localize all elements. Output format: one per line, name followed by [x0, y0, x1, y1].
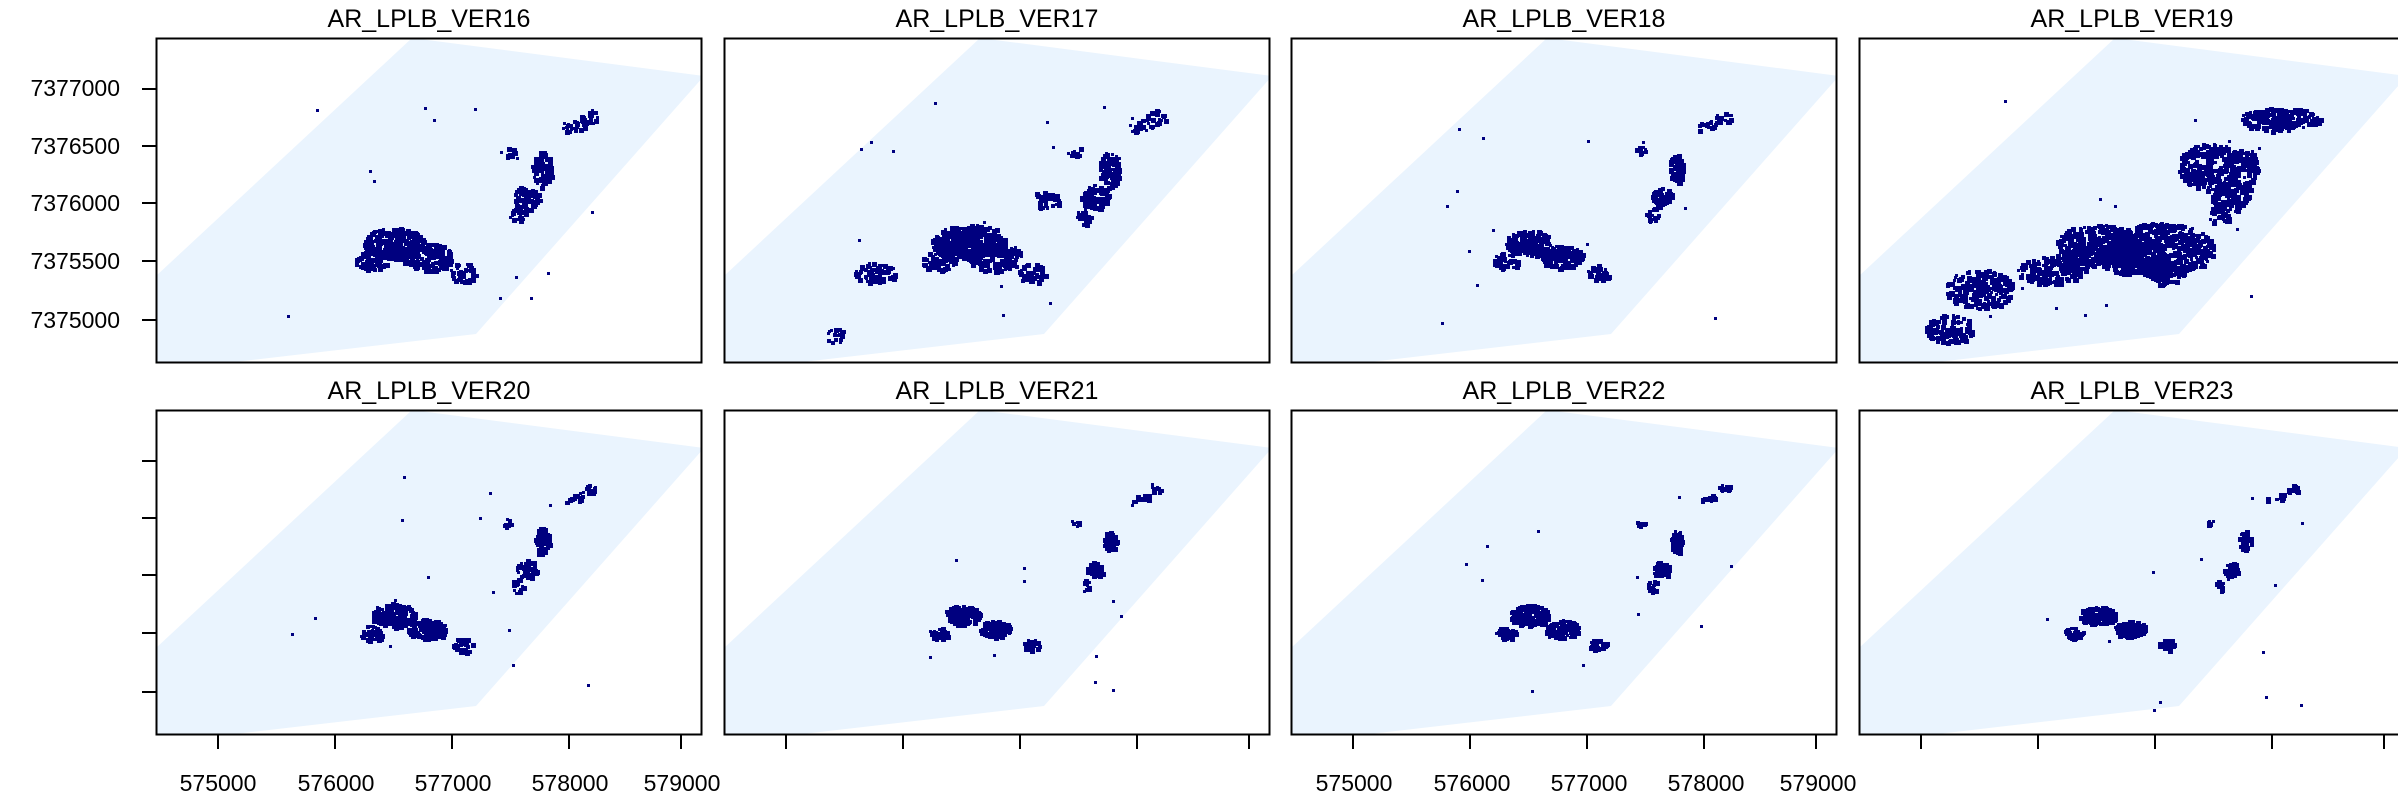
y-tick-label: 7375000 — [30, 307, 120, 333]
panel-frame — [1858, 37, 2398, 364]
classified-pixels — [2046, 484, 2304, 712]
y-tick-label: 7376500 — [30, 133, 120, 159]
x-tick-label: 578000 — [1667, 770, 1745, 796]
x-tick-label: 577000 — [1550, 770, 1628, 796]
map-panel-ver16 — [155, 37, 703, 364]
panel-frame — [1290, 37, 1838, 364]
x-tick-label: 575000 — [1315, 770, 1393, 796]
map-panel-ver18 — [1290, 37, 1838, 364]
study-area-polygon — [156, 410, 702, 735]
panel-title-ver16: AR_LPLB_VER16 — [327, 5, 531, 33]
classified-pixels — [929, 483, 1164, 692]
panel-title-ver20: AR_LPLB_VER20 — [327, 377, 531, 405]
x-tick-label: 579000 — [1779, 770, 1857, 796]
panel-title-ver23: AR_LPLB_VER23 — [2030, 377, 2234, 405]
x-tick-label: 577000 — [414, 770, 492, 796]
study-area-polygon — [1291, 410, 1837, 735]
map-panel-ver21 — [723, 409, 1271, 736]
panel-title-ver19: AR_LPLB_VER19 — [2030, 5, 2234, 33]
map-panel-ver19 — [1858, 37, 2398, 364]
x-tick-label: 579000 — [643, 770, 721, 796]
panel-frame — [1290, 409, 1838, 736]
panel-title-ver17: AR_LPLB_VER17 — [895, 5, 1099, 33]
classified-pixels — [1465, 484, 1733, 693]
study-area-polygon — [1859, 410, 2398, 735]
study-area-polygon — [156, 38, 702, 363]
y-tick-label: 7375500 — [30, 248, 120, 274]
panel-title-ver21: AR_LPLB_VER21 — [895, 377, 1099, 405]
panel-frame — [155, 37, 703, 364]
classified-pixels — [1925, 100, 2324, 346]
panel-title-ver18: AR_LPLB_VER18 — [1462, 5, 1666, 33]
classified-pixels — [827, 102, 1169, 345]
map-panel-ver23 — [1858, 409, 2398, 736]
panel-title-ver22: AR_LPLB_VER22 — [1462, 377, 1666, 405]
panel-frame — [1858, 409, 2398, 736]
panel-frame — [155, 409, 703, 736]
x-tick-label: 576000 — [297, 770, 375, 796]
x-tick-label: 578000 — [531, 770, 609, 796]
y-tick-label: 7376000 — [30, 190, 120, 216]
classified-pixels — [287, 107, 599, 318]
study-area-polygon — [724, 410, 1270, 735]
map-panel-ver17 — [723, 37, 1271, 364]
panel-frame — [723, 409, 1271, 736]
x-tick-label: 576000 — [1433, 770, 1511, 796]
study-area-polygon — [1291, 38, 1837, 363]
y-tick-label: 7377000 — [30, 75, 120, 101]
classified-pixels — [291, 476, 597, 687]
panel-frame — [723, 37, 1271, 364]
x-tick-label: 575000 — [179, 770, 257, 796]
map-panel-ver22 — [1290, 409, 1838, 736]
map-panel-ver20 — [155, 409, 703, 736]
